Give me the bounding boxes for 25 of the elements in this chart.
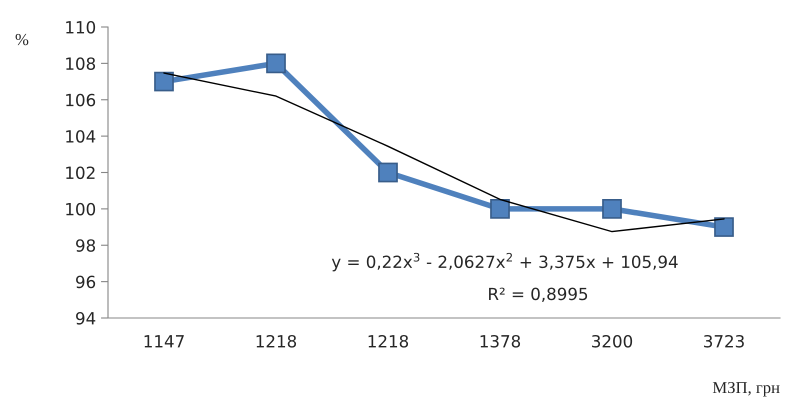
y-tick-label: 102 (66, 166, 95, 180)
x-tick-label: 3723 (704, 334, 744, 348)
point (154, 72, 174, 92)
point (378, 162, 398, 182)
x-tick-label: 3200 (592, 334, 632, 348)
y-tick-label: 96 (76, 276, 96, 288)
point (714, 217, 734, 237)
y-tick-label: 100 (66, 202, 96, 216)
y-tick-label: 98 (76, 239, 96, 252)
x-tick-label: 1218 (368, 334, 408, 348)
y-tick-label: 110 (66, 20, 96, 34)
y-tick-label: 94 (76, 312, 96, 325)
annotation: y = 0,22x$^{3}$ - 2,0627x$^{2}$ + 3,375x + 105,94 (332, 252, 678, 272)
x-tick-label: 1147 (144, 335, 184, 348)
point (266, 54, 286, 74)
y-tick-label: 108 (66, 57, 96, 70)
x-tick-label: 1378 (480, 334, 520, 348)
annotation: R² = 0,8995 (489, 288, 588, 302)
x-axis-title: МЗП, грн (712, 382, 780, 397)
point (602, 199, 622, 219)
x-tick-label: 1218 (256, 334, 296, 348)
y-tick-label: 106 (66, 94, 96, 106)
point (490, 199, 510, 219)
y-tick-label: 104 (66, 130, 96, 143)
y-axis-title: % (16, 34, 28, 46)
